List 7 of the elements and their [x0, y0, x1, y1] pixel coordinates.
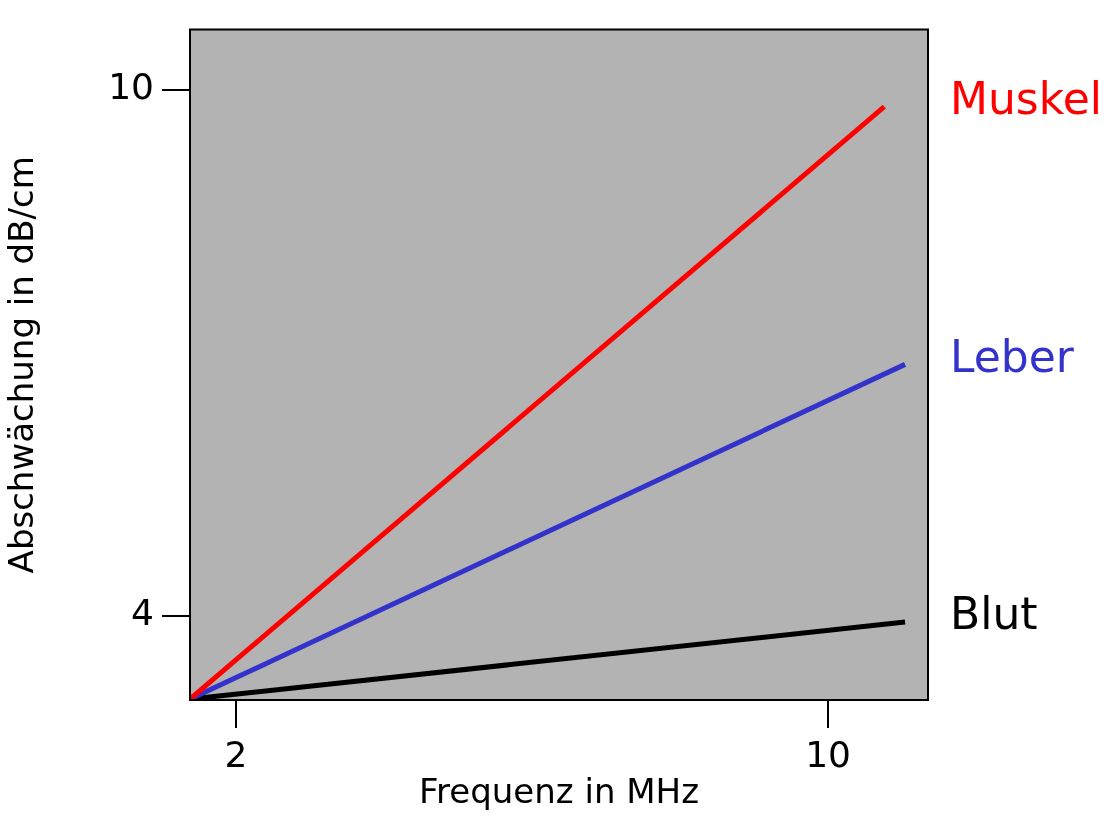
series-label: Leber: [950, 330, 1075, 382]
x-tick-label: 2: [224, 733, 248, 775]
series-label: Muskel: [950, 73, 1102, 125]
x-axis-title: Frequenz in MHz: [418, 771, 700, 812]
y-axis-title: Abschwächung in dB/cm: [1, 156, 42, 574]
y-tick-label: 4: [131, 592, 154, 634]
series-label: Blut: [950, 588, 1038, 640]
